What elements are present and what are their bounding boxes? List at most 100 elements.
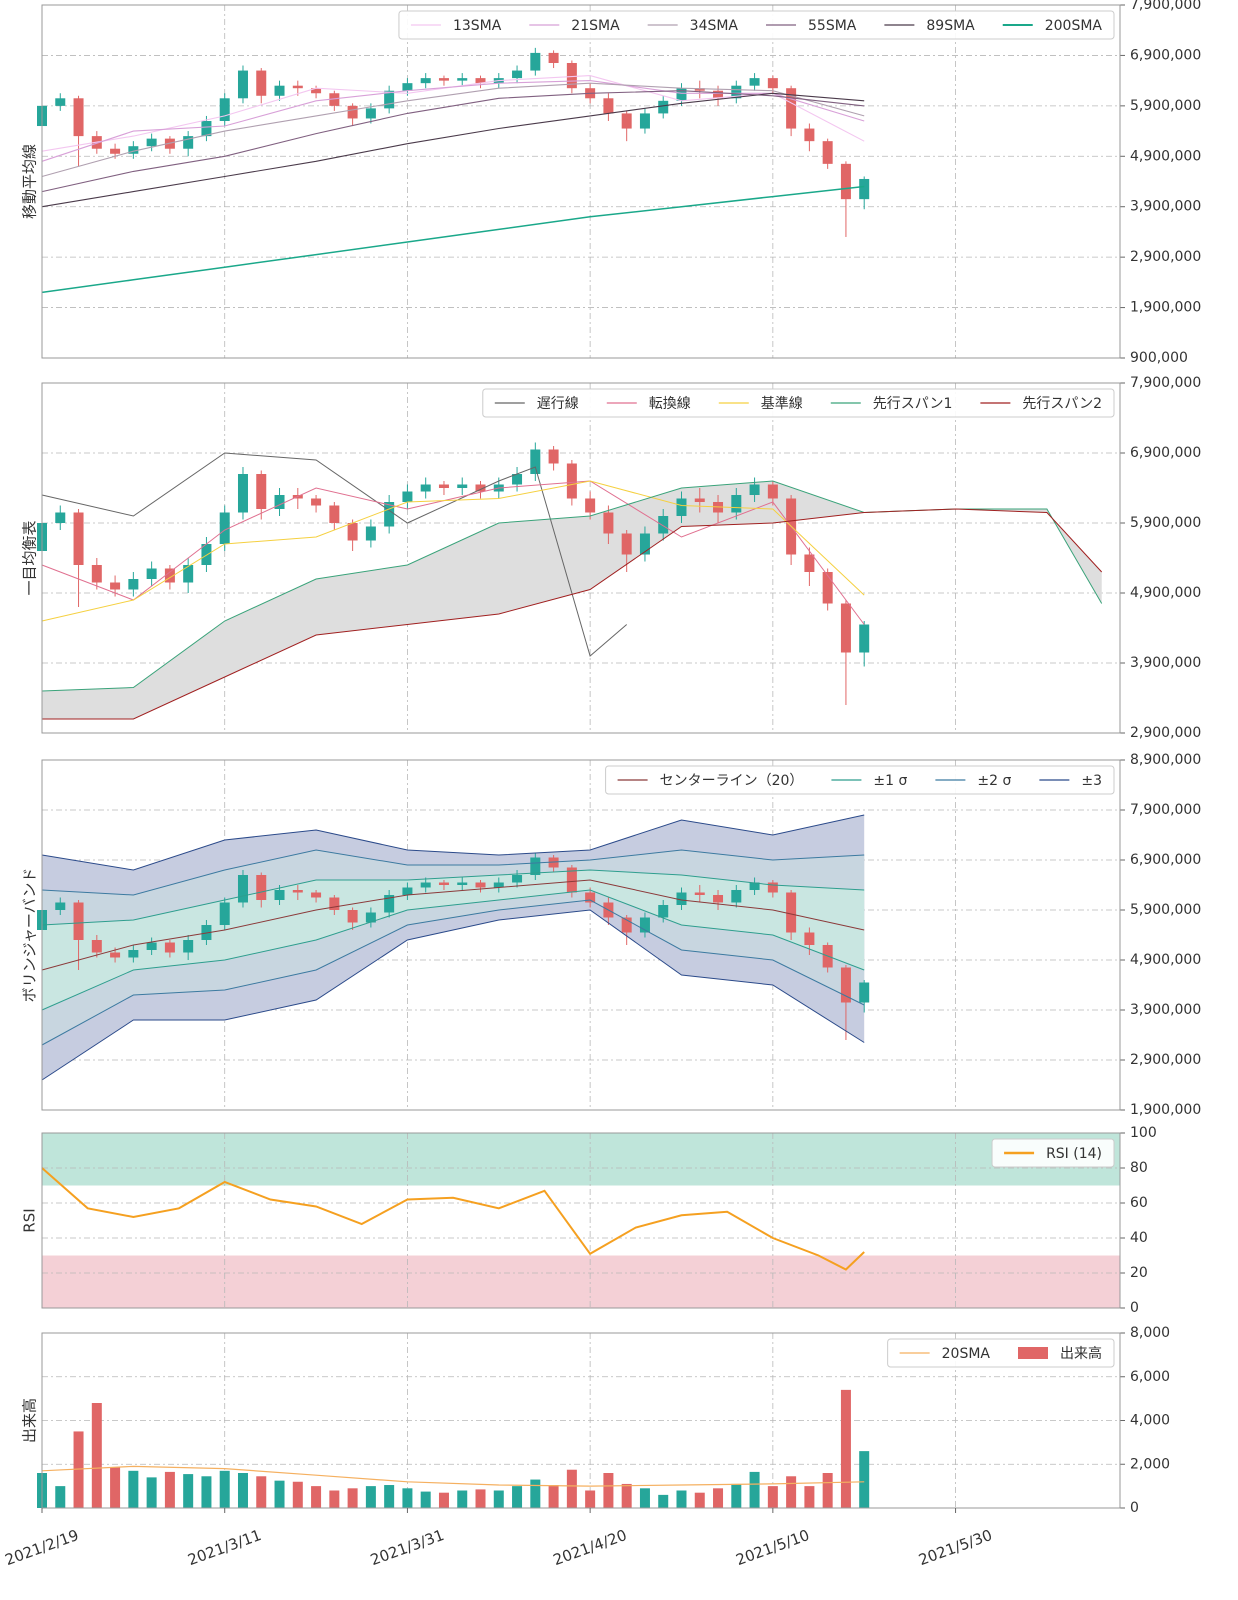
candle-body [402, 491, 413, 502]
candle-body [694, 892, 705, 895]
candle-body [183, 136, 194, 149]
plot-frame [41, 759, 1121, 1111]
legend-label: センターライン（20） [660, 773, 804, 789]
candle-body [292, 890, 303, 893]
y-tick-label: 3,900,000 [1130, 1002, 1201, 1018]
y-axis-label: 移動平均線 [21, 144, 39, 219]
plot-frame [41, 1132, 1121, 1309]
y-tick-label: 2,900,000 [1130, 249, 1201, 265]
band-upper [41, 849, 865, 896]
candle-body [822, 572, 833, 604]
y-tick-label: 4,900,000 [1130, 585, 1201, 601]
volume-bar [585, 1490, 596, 1508]
candle-body [658, 100, 669, 114]
volume-bar [822, 1473, 833, 1508]
x-tick-label: 2021/3/11 [185, 1526, 263, 1569]
volume-bar [676, 1490, 687, 1508]
legend-box [887, 1338, 1115, 1368]
legend-box [398, 10, 1115, 40]
candle-body [329, 93, 340, 106]
y-tick-label: 8,900,000 [1130, 752, 1201, 768]
volume-bar [530, 1479, 541, 1508]
x-tick-label: 2021/2/19 [3, 1526, 81, 1569]
y-tick-label: 0 [1130, 1500, 1139, 1516]
candle-body [146, 138, 157, 147]
candle-body [55, 512, 66, 523]
candle-body [786, 892, 797, 933]
legend-label: 13SMA [453, 18, 502, 34]
legend-label: 先行スパン1 [873, 396, 953, 412]
volume-bar [694, 1492, 705, 1508]
candle-body [292, 85, 303, 89]
band-lower [41, 889, 865, 1011]
candle-body [311, 498, 322, 506]
sma-line [41, 82, 865, 178]
volume-bar [713, 1488, 724, 1508]
candle-body [512, 474, 523, 485]
candle-body [384, 502, 395, 527]
candle-body [91, 565, 102, 583]
plot-frame [41, 4, 1121, 359]
y-tick-label: 7,900,000 [1130, 802, 1201, 818]
band-upper [41, 814, 865, 871]
candle-body [859, 982, 870, 1003]
candle-body [128, 950, 139, 958]
candle-body [438, 78, 449, 81]
candle-body [110, 952, 121, 958]
candle-body [767, 78, 778, 89]
candle-body [767, 484, 778, 499]
candle-body [512, 875, 523, 883]
candle-body [804, 554, 815, 572]
candle-body [713, 90, 724, 99]
volume-bar [457, 1490, 468, 1508]
x-tick-label: 2021/3/31 [368, 1526, 446, 1569]
legend-box [991, 1138, 1115, 1168]
center-line [41, 879, 865, 971]
candle-body [237, 70, 248, 99]
candle-body [237, 875, 248, 903]
candle-body [256, 70, 267, 96]
cloud-fill [42, 481, 1102, 719]
y-tick-label: 8,000 [1130, 1325, 1170, 1341]
candle-body [347, 910, 358, 923]
y-tick-label: 6,900,000 [1130, 852, 1201, 868]
band-upper [41, 869, 865, 926]
candle-body [110, 582, 121, 590]
ichimoku-line [41, 480, 865, 622]
candle-body [457, 484, 468, 488]
candle-body [676, 88, 687, 101]
candle-body [91, 940, 102, 953]
candle-body [475, 882, 486, 888]
candle-body [55, 98, 66, 106]
candle-body [384, 895, 395, 913]
zone [42, 1133, 1120, 1186]
candle-body [639, 113, 650, 129]
candle-body [548, 449, 559, 464]
candle-body [749, 882, 760, 890]
candle-body [639, 917, 650, 933]
candle-body [347, 105, 358, 119]
ichimoku-line [41, 480, 865, 625]
candle-body [201, 544, 212, 565]
volume-bar [859, 1451, 870, 1508]
y-tick-label: 7,900,000 [1130, 0, 1201, 13]
candle-body [530, 52, 541, 71]
candle-body [585, 498, 596, 513]
volume-bar [512, 1486, 523, 1508]
candle-body [420, 78, 431, 84]
candle-body [274, 890, 285, 900]
legend-label: 55SMA [808, 18, 857, 34]
y-tick-label: 100 [1130, 1125, 1157, 1141]
candle-body [256, 474, 267, 509]
plot-frame [41, 1332, 1121, 1509]
legend-label: ±3 [1081, 773, 1102, 789]
y-tick-label: 40 [1130, 1230, 1148, 1246]
candle-body [420, 484, 431, 492]
candle-body [219, 902, 230, 925]
candle-body [438, 484, 449, 488]
volume-bar [603, 1473, 614, 1508]
ichimoku-line [41, 452, 628, 657]
candle-body [329, 897, 340, 910]
sma-line [41, 185, 865, 294]
